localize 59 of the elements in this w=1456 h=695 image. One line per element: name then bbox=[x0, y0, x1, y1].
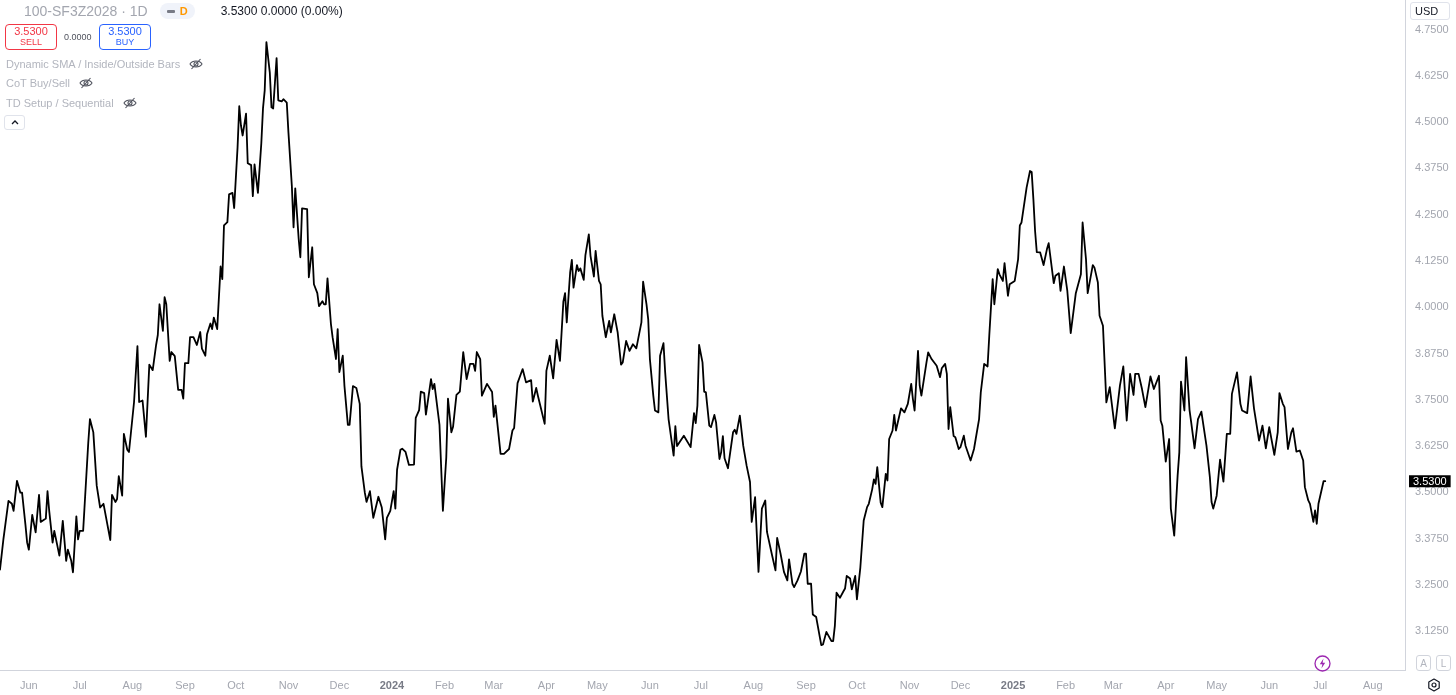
annotation: 3.5300 0.0000 (0.00%) bbox=[220, 4, 343, 18]
x-tick-label: Sep bbox=[175, 678, 195, 691]
status-badge: D bbox=[159, 3, 195, 19]
y-tick-label: 4.7500 bbox=[1415, 22, 1449, 35]
x-tick-label: Nov bbox=[899, 678, 920, 691]
x-tick-label: Jul bbox=[72, 678, 87, 691]
x-tick-label: Aug bbox=[122, 678, 143, 691]
x-tick-label: Oct bbox=[227, 678, 245, 691]
y-tick-label: 4.1250 bbox=[1415, 254, 1449, 266]
x-tick-label: Apr bbox=[537, 678, 556, 691]
annotation: 0.0000 bbox=[64, 32, 92, 42]
y-tick-label: 3.3750 bbox=[1415, 531, 1449, 544]
y-tick-label: 3.8750 bbox=[1415, 346, 1449, 359]
y-tick-label: 4.0000 bbox=[1415, 300, 1449, 313]
y-tick-label: 3.1250 bbox=[1415, 624, 1449, 637]
x-tick-label: May bbox=[586, 678, 609, 691]
annotation: 3.5300 bbox=[108, 25, 142, 37]
x-tick-label: Aug bbox=[1362, 678, 1383, 691]
y-tick-label: 4.6250 bbox=[1415, 68, 1449, 81]
x-tick-label: Jul bbox=[693, 678, 708, 691]
x-tick-label: Sep bbox=[796, 678, 816, 691]
annotation: BUY bbox=[115, 37, 135, 47]
y-tick-label: 3.5000 bbox=[1415, 485, 1449, 498]
x-tick-label: Jul bbox=[1313, 678, 1328, 691]
x-tick-label: Jun bbox=[641, 678, 659, 691]
annotation: CoT Buy/Sell bbox=[6, 77, 70, 89]
toggle-button: L bbox=[1436, 655, 1451, 671]
x-tick-label: Mar bbox=[484, 678, 504, 691]
x-tick-label: Dec bbox=[950, 678, 971, 691]
x-tick-label: Mar bbox=[1103, 678, 1123, 691]
sell-button: 3.5300 SELL bbox=[5, 24, 57, 50]
annotation: D bbox=[179, 5, 188, 17]
x-tick-label: Nov bbox=[278, 678, 299, 691]
currency-button: USD bbox=[1410, 2, 1450, 20]
x-tick-label: Apr bbox=[1157, 678, 1175, 691]
x-tick-label: Feb bbox=[435, 678, 455, 691]
annotation: 3.5300 bbox=[14, 25, 48, 37]
toggle-button: A bbox=[1416, 655, 1431, 671]
annotation: TD Setup / Sequential bbox=[6, 96, 114, 109]
y-tick-label: 4.5000 bbox=[1415, 115, 1449, 128]
y-tick-label: 3.2500 bbox=[1415, 577, 1449, 590]
x-tick-label: Aug bbox=[743, 678, 764, 691]
x-tick-label: Jun bbox=[1260, 678, 1279, 691]
annotation: Dynamic SMA / Inside/Outside Bars bbox=[6, 57, 181, 70]
x-tick-label: 2025 bbox=[1000, 678, 1026, 691]
x-tick-label: Feb bbox=[1056, 678, 1076, 691]
x-tick-label: Dec bbox=[329, 678, 350, 691]
y-tick-label: 4.2500 bbox=[1415, 207, 1449, 220]
y-tick-label: 3.6250 bbox=[1415, 439, 1449, 452]
chart-title: 100-SF3Z2028 · 1D bbox=[24, 3, 148, 19]
text: 3.5300 bbox=[1413, 474, 1447, 487]
buy-button: 3.5300 BUY bbox=[99, 24, 151, 50]
y-tick-label: 4.3750 bbox=[1415, 161, 1449, 174]
x-tick-label: 2024 bbox=[379, 678, 406, 691]
x-tick-label: May bbox=[1206, 678, 1228, 691]
x-tick-label: Jun bbox=[19, 678, 38, 691]
x-tick-label: Oct bbox=[848, 678, 866, 691]
y-tick-label: 3.7500 bbox=[1415, 392, 1449, 405]
annotation: SELL bbox=[19, 37, 43, 47]
